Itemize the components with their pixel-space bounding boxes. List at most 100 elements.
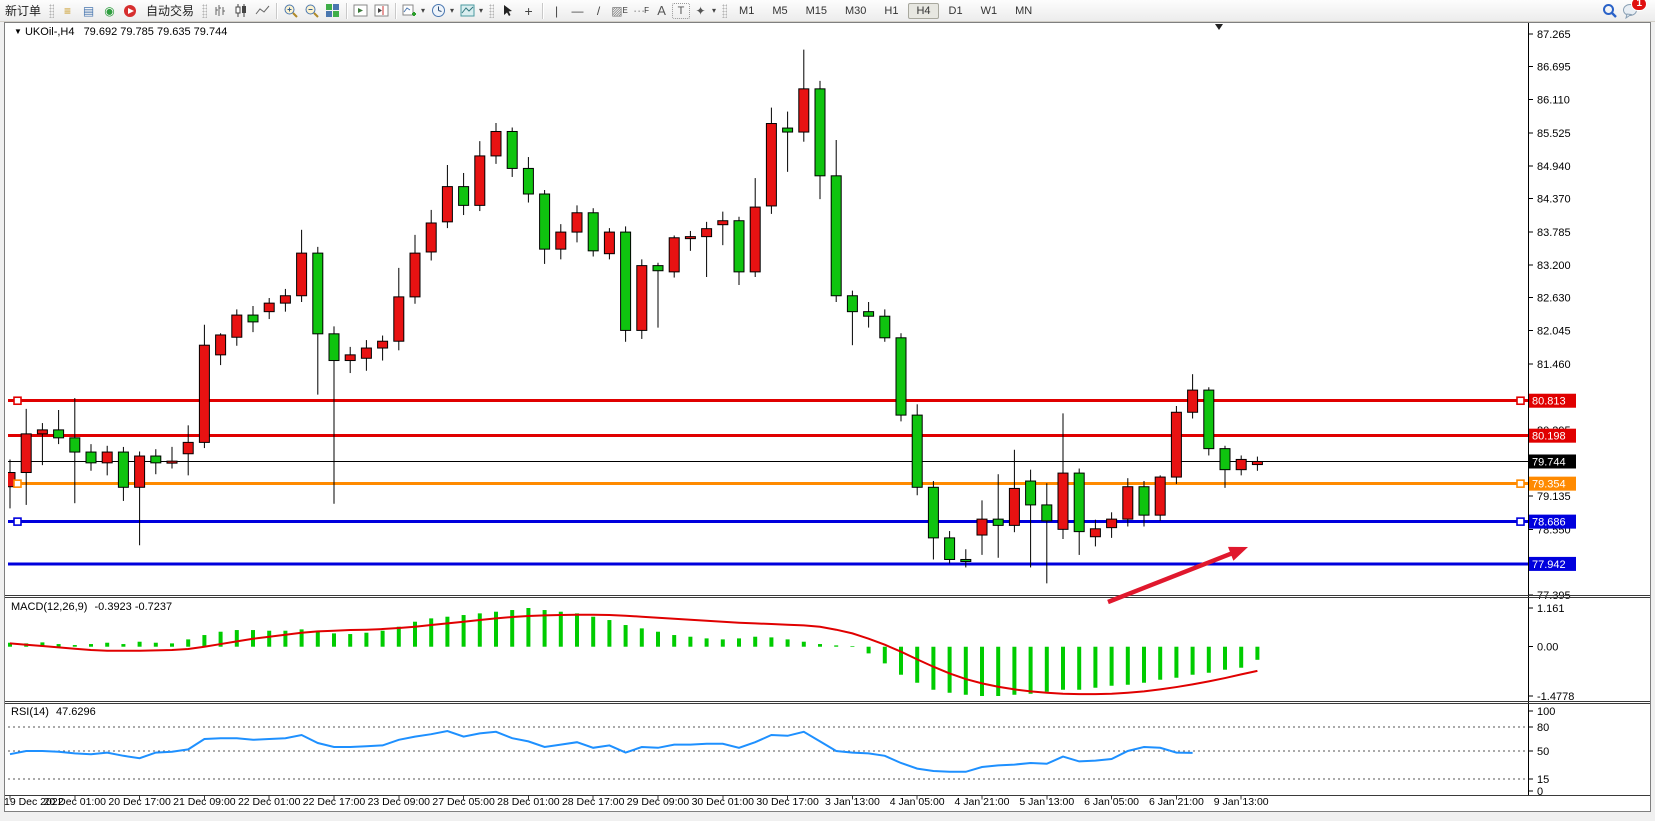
template-icon[interactable] <box>457 2 478 20</box>
price-badge-label: 78.686 <box>1532 517 1566 529</box>
price-tick-label: 84.370 <box>1537 194 1571 206</box>
line-handle[interactable] <box>13 396 22 406</box>
fibonacci-tool-icon[interactable]: ⋯ F <box>633 3 649 18</box>
line-handle[interactable] <box>13 517 22 526</box>
candle-body-up <box>684 236 696 240</box>
auto-trading-icon[interactable] <box>120 2 141 20</box>
bar-chart-mode-icon[interactable] <box>210 2 231 20</box>
tile-windows-icon[interactable] <box>322 2 343 20</box>
chart-shift-icon[interactable] <box>371 2 392 20</box>
period-caret-icon[interactable]: ▾ <box>450 6 455 15</box>
candle-body-up <box>101 451 113 464</box>
macd-axis[interactable]: 1.161 0.00 -1.4778 <box>1528 603 1574 703</box>
candle-body-up <box>474 155 486 206</box>
rsi-axis[interactable]: 100 80 50 150 <box>1528 706 1555 798</box>
timeframe-m1-button[interactable]: M1 <box>739 4 755 17</box>
toolbar-grip <box>49 3 55 18</box>
period-clock-icon[interactable] <box>428 2 449 20</box>
macd-tick-label: 1.161 <box>1537 603 1565 615</box>
candle-body-up <box>409 252 421 298</box>
candle-body-up <box>1154 476 1166 516</box>
zoom-in-icon[interactable] <box>280 2 301 20</box>
line-handle[interactable] <box>1516 396 1525 406</box>
crosshair-tool-icon[interactable]: + <box>524 2 533 19</box>
candle-body-up <box>976 518 988 536</box>
date-tick-label: 28 Dec 17:00 <box>562 796 625 808</box>
candle-body-down <box>944 537 956 560</box>
candle-body-up <box>765 123 777 207</box>
candle-body-down <box>539 193 551 250</box>
rsi-tick-label: 15 <box>1537 774 1549 786</box>
timeframe-d1-button[interactable]: D1 <box>948 4 963 17</box>
price-tick-label: 83.785 <box>1537 227 1571 239</box>
trendline-tool-icon[interactable]: / <box>596 3 601 18</box>
macd-indicator-label: MACD(12,26,9) -0.3923 -0.7237 <box>11 601 172 613</box>
text-label-tool-icon[interactable]: T <box>672 2 691 19</box>
candle-body-up <box>377 340 389 349</box>
zoom-out-icon[interactable] <box>301 2 322 20</box>
text-tool-icon[interactable]: A <box>657 3 666 18</box>
candle-body-down <box>150 455 162 464</box>
chat-notifications-icon[interactable]: 1 <box>1620 0 1647 20</box>
date-tick-label: 28 Dec 01:00 <box>497 796 560 808</box>
line-handle[interactable] <box>13 479 22 488</box>
data-window-icon[interactable]: ▤ <box>82 3 95 18</box>
trend-arrow-shaft <box>1107 547 1242 605</box>
price-tick-label: 86.695 <box>1537 61 1571 73</box>
candle-body-down <box>458 186 470 206</box>
line-handle[interactable] <box>1516 517 1525 526</box>
template-caret-icon[interactable]: ▾ <box>479 6 484 15</box>
date-tick-label: 5 Jan 13:00 <box>1019 796 1074 808</box>
arrows-tool-icon[interactable]: ✦ <box>695 3 706 18</box>
timeframe-mn-button[interactable]: MN <box>1015 4 1033 17</box>
symbol-dropdown-icon[interactable]: ▼ <box>14 27 22 36</box>
price-tick-label: 82.045 <box>1537 326 1571 338</box>
candle-body-up <box>603 231 615 255</box>
auto-trading-button[interactable]: 自动交易 <box>146 4 195 18</box>
panel-borders <box>5 23 1650 796</box>
trend-arrow-annotation[interactable] <box>1107 546 1248 605</box>
cursor-tool-icon[interactable] <box>497 2 518 20</box>
candle-body-up <box>263 302 275 313</box>
candle-body-up <box>425 222 437 253</box>
timeframe-h4-button[interactable]: H4 <box>908 2 939 19</box>
timeframe-m15-button[interactable]: M15 <box>805 4 827 17</box>
toolbar-separator <box>542 2 544 19</box>
timeframe-m30-button[interactable]: M30 <box>845 4 867 17</box>
candlestick-mode-icon[interactable] <box>231 2 252 20</box>
channel-tool-icon[interactable]: ▨ E <box>611 3 628 18</box>
candle-body-up <box>555 231 567 250</box>
price-tick-label: 82.630 <box>1537 292 1571 304</box>
candle-body-up <box>182 441 194 455</box>
date-tick-label: 29 Dec 09:00 <box>627 796 690 808</box>
horizontal-line-tool-icon[interactable]: — <box>571 3 584 18</box>
candle-body-up <box>344 354 356 362</box>
new-chart-icon[interactable] <box>350 2 371 20</box>
new-order-button[interactable]: 新订单 <box>5 4 42 18</box>
macd-layer <box>8 608 1260 696</box>
candle-body-up <box>296 252 308 297</box>
timeframe-w1-button[interactable]: W1 <box>980 4 998 17</box>
timeframe-m5-button[interactable]: M5 <box>772 4 788 17</box>
chart-shift-marker[interactable] <box>1215 24 1223 30</box>
navigator-icon[interactable]: ◉ <box>104 3 115 18</box>
arrows-caret-icon[interactable]: ▾ <box>712 6 717 15</box>
add-indicator-icon[interactable] <box>399 2 420 20</box>
candle-body-up <box>571 212 583 233</box>
candle-body-up <box>393 296 405 342</box>
search-icon[interactable] <box>1599 2 1620 20</box>
date-tick-label: 6 Jan 05:00 <box>1084 796 1139 808</box>
market-watch-icon[interactable]: ≡ <box>64 3 72 18</box>
line-chart-mode-icon[interactable] <box>252 2 273 20</box>
line-handle[interactable] <box>1516 479 1525 488</box>
add-indicator-caret-icon[interactable]: ▾ <box>421 6 426 15</box>
candle-body-up <box>1235 458 1247 471</box>
candle-body-down <box>506 130 518 169</box>
candle-body-up <box>1122 486 1134 520</box>
vertical-line-tool-icon[interactable]: | <box>554 3 559 18</box>
rsi-value: 47.6296 <box>55 706 96 718</box>
timeframe-h1-button[interactable]: H1 <box>884 4 899 17</box>
candle-body-down <box>895 337 907 416</box>
